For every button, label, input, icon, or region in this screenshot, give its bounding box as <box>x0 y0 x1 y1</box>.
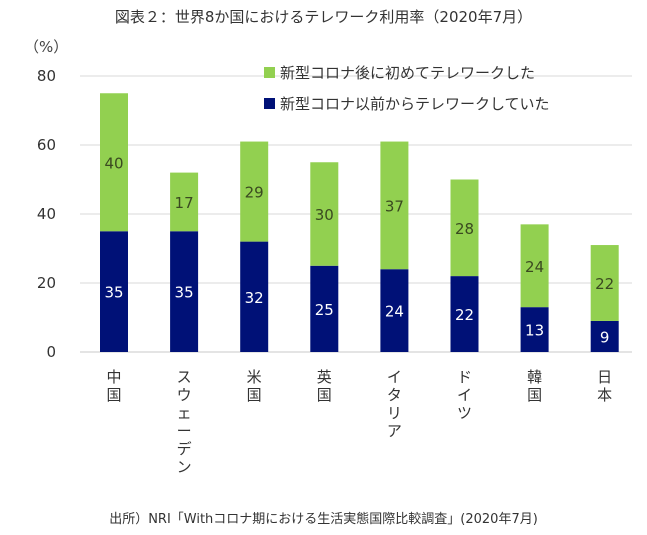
bar-segment <box>380 141 409 270</box>
data-label: 22 <box>595 275 614 293</box>
bar-segment <box>450 276 479 352</box>
data-label: 28 <box>455 220 474 238</box>
data-label: 25 <box>315 301 334 319</box>
bar-segment <box>240 141 269 242</box>
data-label: 13 <box>525 322 544 340</box>
bar-segment <box>100 93 128 232</box>
data-label: 24 <box>525 258 544 276</box>
x-tick-label: ドイツ <box>456 368 472 422</box>
chart-title: 図表２：世界8か国におけるテレワーク利用率（2020年7月） <box>114 8 533 26</box>
data-label: 9 <box>600 328 610 346</box>
gridlines <box>80 75 632 353</box>
data-label: 32 <box>245 289 264 307</box>
data-label: 40 <box>104 154 123 172</box>
bar-segment <box>380 269 409 352</box>
data-label: 24 <box>385 303 404 321</box>
bars <box>100 93 619 352</box>
y-tick-label: 80 <box>37 67 56 85</box>
bar-segment <box>310 162 339 266</box>
x-tick-label: 英国 <box>316 368 332 404</box>
x-tick-label: 中国 <box>106 368 122 404</box>
x-tick-label: 米国 <box>246 368 262 404</box>
data-label: 29 <box>245 184 264 202</box>
bar-segment <box>170 172 199 232</box>
x-tick-label: スウェーデン <box>176 368 192 476</box>
y-axis-ticks: 0 20 40 60 80 <box>37 67 56 361</box>
data-label: 22 <box>455 306 474 324</box>
bar-segment <box>590 320 619 352</box>
legend-label: 新型コロナ後に初めてテレワークした <box>280 64 536 82</box>
source-note: 出所）NRI「Withコロナ期における生活実態国際比較調査」(2020年7月) <box>109 512 538 527</box>
legend-item-before-covid: 新型コロナ以前からテレワークしていた <box>264 93 550 114</box>
legend-item-after-covid: 新型コロナ後に初めてテレワークした <box>264 62 535 83</box>
bar-segment <box>590 245 619 321</box>
legend-label: 新型コロナ以前からテレワークしていた <box>280 95 550 113</box>
data-label: 37 <box>385 197 404 215</box>
x-tick-label: 韓国 <box>527 368 543 404</box>
data-label: 30 <box>315 206 334 224</box>
data-labels: 35 40 35 17 32 29 25 30 24 37 22 28 13 24 9 22 <box>104 154 614 346</box>
bar-segment <box>100 231 128 352</box>
bar-segment <box>520 307 549 352</box>
legend-swatch-green <box>264 67 275 78</box>
y-tick-label: 20 <box>37 274 56 292</box>
legend-swatch-navy <box>264 98 275 109</box>
y-tick-label: 60 <box>37 136 56 154</box>
data-label: 35 <box>104 284 123 302</box>
y-axis-unit-label: （%） <box>24 38 69 56</box>
data-label: 17 <box>175 194 194 212</box>
data-label: 35 <box>175 284 194 302</box>
y-tick-label: 0 <box>46 343 56 361</box>
bar-segment <box>450 179 479 277</box>
bar-segment <box>170 231 199 352</box>
x-tick-label: イタリア <box>386 368 402 440</box>
bar-segment <box>240 241 269 352</box>
bar-segment <box>310 265 339 352</box>
y-tick-label: 40 <box>37 205 56 223</box>
x-tick-label: 日本 <box>597 368 613 404</box>
bar-segment <box>520 224 549 308</box>
